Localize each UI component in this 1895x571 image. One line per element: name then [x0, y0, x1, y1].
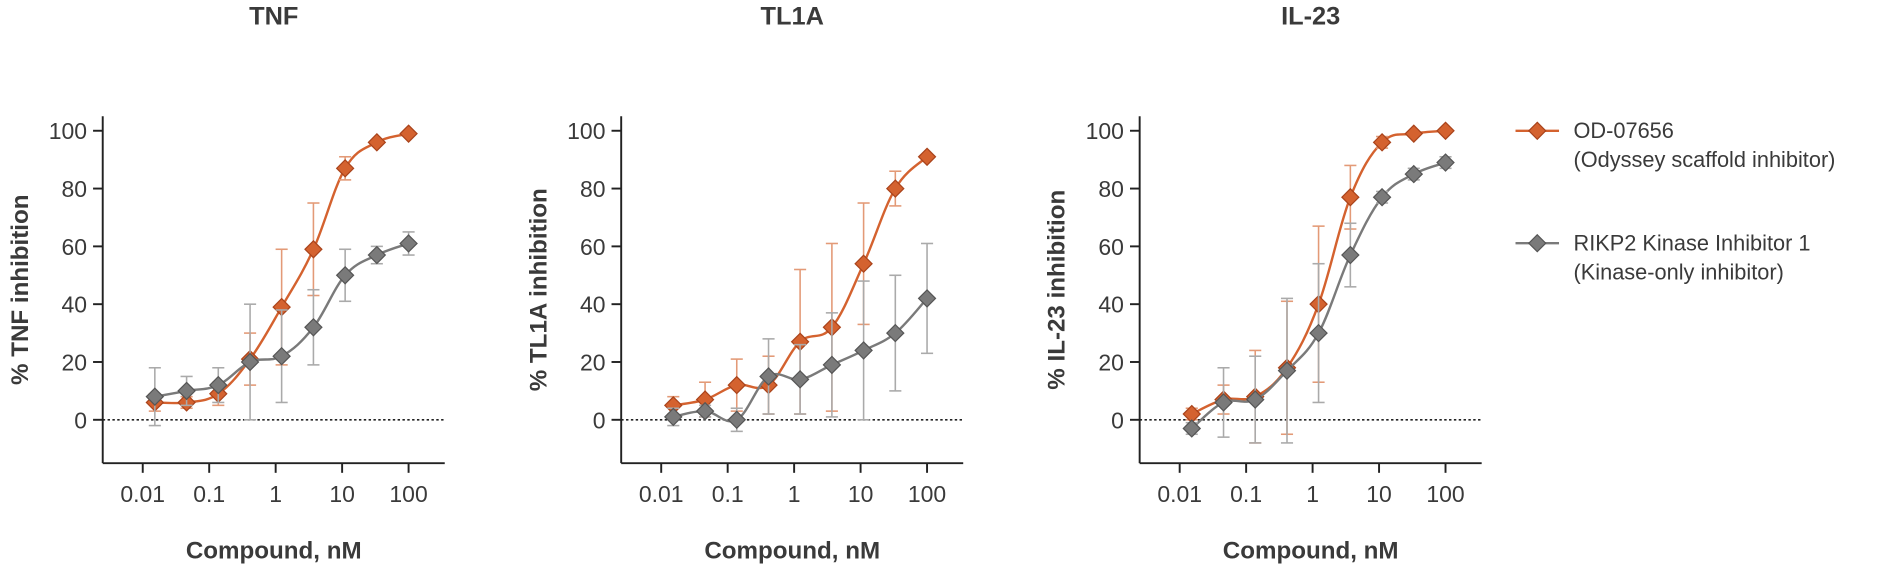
- chart-title: TL1A: [760, 2, 823, 30]
- legend-marker: [1527, 121, 1547, 141]
- x-tick-label: 100: [389, 481, 427, 507]
- x-tick-label: 0.1: [1230, 481, 1262, 507]
- x-tick-label: 1: [1306, 481, 1319, 507]
- y-tick-label: 40: [1098, 292, 1124, 318]
- y-tick-label: 0: [1111, 407, 1124, 433]
- x-tick-label: 0.01: [1157, 481, 1202, 507]
- data-point: [1372, 133, 1392, 152]
- y-tick-label: 100: [49, 118, 87, 144]
- data-point: [304, 317, 323, 337]
- data-point: [1404, 164, 1424, 184]
- y-tick-label: 0: [74, 407, 87, 433]
- y-tick-label: 0: [593, 407, 606, 433]
- y-axis-label: % TNF inhibition: [7, 194, 34, 385]
- data-point: [885, 179, 905, 198]
- x-axis-label: Compound, nM: [1223, 538, 1399, 565]
- x-tick-label: 10: [1366, 481, 1392, 507]
- y-tick-label: 20: [580, 349, 606, 375]
- chart-title: IL-23: [1281, 2, 1340, 30]
- x-tick-label: 0.1: [193, 481, 225, 507]
- data-point: [399, 234, 418, 253]
- data-point: [304, 239, 323, 259]
- data-point: [695, 401, 715, 421]
- panel: TNF % TNF inhibition Compound, nM 0 20 40 60 80…: [7, 2, 445, 565]
- y-axis-label: % TL1A inhibition: [525, 188, 552, 391]
- data-point: [240, 352, 260, 372]
- chart-title: TNF: [249, 2, 298, 30]
- y-axis-label: % IL-23 inhibition: [1044, 190, 1071, 390]
- data-point: [759, 367, 778, 386]
- data-point: [145, 387, 165, 406]
- data-point: [917, 147, 937, 167]
- y-tick-label: 100: [567, 118, 605, 144]
- data-point: [1214, 393, 1233, 412]
- data-point: [854, 254, 873, 274]
- x-tick-label: 0.1: [712, 481, 744, 507]
- x-tick-label: 0.01: [120, 481, 165, 507]
- legend-description: (Kinase-only inhibitor): [1574, 259, 1784, 284]
- legend-label: RIKP2 Kinase Inhibitor 1: [1574, 230, 1811, 255]
- data-point: [177, 381, 196, 401]
- data-point: [727, 375, 747, 395]
- data-point: [1341, 245, 1360, 265]
- y-tick-label: 80: [580, 176, 606, 202]
- data-point: [854, 341, 873, 360]
- x-axis-label: Compound, nM: [704, 538, 880, 565]
- data-point: [367, 245, 387, 265]
- legend-marker: [1527, 233, 1547, 253]
- x-tick-label: 100: [908, 481, 946, 507]
- data-point: [1309, 323, 1328, 343]
- data-point: [1341, 187, 1360, 207]
- y-tick-label: 60: [580, 234, 606, 260]
- y-tick-label: 40: [61, 292, 87, 318]
- panel: IL-23 % IL-23 inhibition Compound, nM 0 20 40…: [1044, 2, 1836, 564]
- x-tick-label: 10: [848, 481, 874, 507]
- data-point: [272, 346, 291, 366]
- data-point: [663, 407, 683, 427]
- data-point: [335, 265, 355, 285]
- y-tick-label: 100: [1086, 118, 1124, 144]
- panel: TL1A % TL1A inhibition Compound, nM 0 20 40 60…: [525, 2, 964, 565]
- x-tick-label: 1: [269, 481, 282, 507]
- data-point: [208, 375, 228, 395]
- data-point: [335, 159, 355, 178]
- y-tick-label: 60: [61, 234, 87, 260]
- data-point: [790, 370, 810, 389]
- data-point: [1182, 419, 1202, 438]
- data-point: [822, 355, 842, 375]
- x-tick-label: 1: [788, 481, 801, 507]
- data-point: [1436, 153, 1455, 172]
- data-point: [885, 323, 905, 343]
- data-point: [727, 410, 747, 430]
- y-tick-label: 80: [61, 176, 87, 202]
- data-point: [1277, 361, 1297, 380]
- data-point: [1245, 390, 1265, 409]
- data-point: [1404, 124, 1424, 143]
- data-point: [917, 289, 937, 308]
- y-tick-label: 80: [1098, 176, 1124, 202]
- y-tick-label: 40: [580, 292, 606, 318]
- x-tick-label: 0.01: [639, 481, 684, 507]
- data-point: [399, 124, 418, 143]
- y-tick-label: 20: [1098, 349, 1124, 375]
- data-point: [1436, 121, 1455, 141]
- x-axis-label: Compound, nM: [186, 538, 362, 565]
- legend-label: OD-07656: [1574, 118, 1674, 143]
- x-tick-label: 100: [1426, 481, 1464, 507]
- data-point: [367, 133, 387, 152]
- y-tick-label: 20: [61, 349, 87, 375]
- data-point: [1372, 187, 1392, 207]
- y-tick-label: 60: [1098, 234, 1124, 260]
- legend-description: (Odyssey scaffold inhibitor): [1574, 147, 1836, 172]
- x-tick-label: 10: [329, 481, 355, 507]
